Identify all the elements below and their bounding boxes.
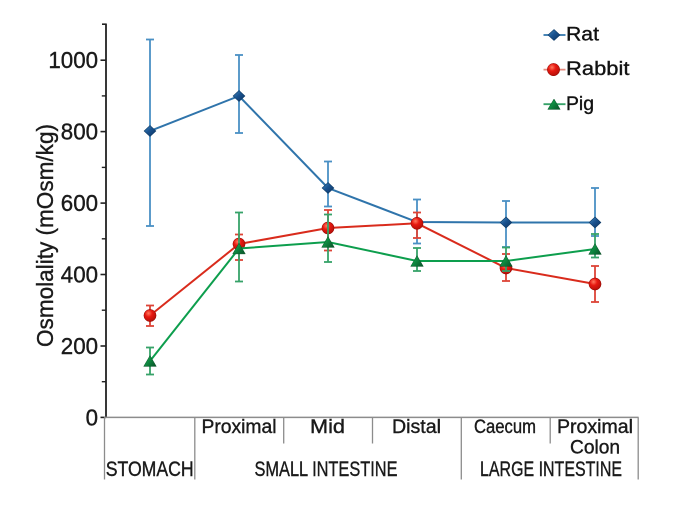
svg-text:Colon: Colon (570, 438, 620, 459)
svg-text:Osmolality (mOsm/kg): Osmolality (mOsm/kg) (32, 124, 58, 347)
svg-text:200: 200 (61, 333, 98, 359)
svg-text:Rat: Rat (566, 25, 600, 46)
svg-text:Pig: Pig (566, 94, 594, 115)
svg-text:1000: 1000 (48, 47, 98, 73)
svg-text:Caecum: Caecum (474, 417, 536, 438)
svg-text:Proximal: Proximal (557, 417, 633, 438)
svg-text:800: 800 (61, 119, 98, 145)
svg-text:SMALL INTESTINE: SMALL INTESTINE (255, 458, 398, 481)
svg-text:Mid: Mid (310, 417, 345, 438)
svg-text:Rabbit: Rabbit (566, 59, 630, 80)
svg-text:0: 0 (86, 404, 98, 430)
svg-text:400: 400 (61, 262, 98, 288)
svg-text:LARGE INTESTINE: LARGE INTESTINE (480, 458, 622, 481)
svg-text:STOMACH: STOMACH (106, 458, 194, 481)
svg-text:600: 600 (61, 190, 98, 216)
svg-text:Proximal: Proximal (202, 417, 277, 438)
svg-text:Distal: Distal (392, 417, 441, 438)
